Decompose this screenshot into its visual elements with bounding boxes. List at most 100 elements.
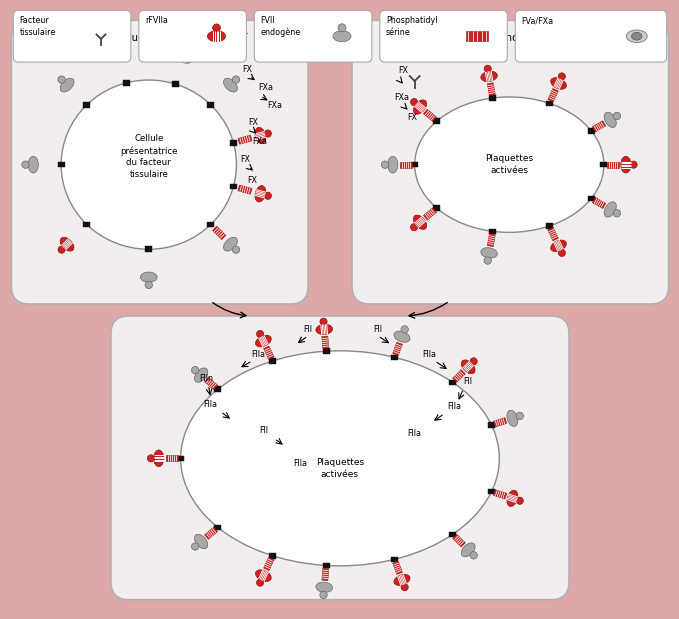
FancyBboxPatch shape xyxy=(433,118,440,124)
Ellipse shape xyxy=(183,46,191,54)
Ellipse shape xyxy=(223,237,238,251)
Text: FII: FII xyxy=(463,377,472,386)
Text: Plaquettes
activées: Plaquettes activées xyxy=(316,458,364,478)
FancyBboxPatch shape xyxy=(213,227,226,240)
Text: FIIn: FIIn xyxy=(200,374,214,383)
Ellipse shape xyxy=(394,574,410,586)
FancyBboxPatch shape xyxy=(84,222,90,227)
Ellipse shape xyxy=(411,98,418,106)
Text: Activation du FX indépendante du FT: Activation du FX indépendante du FT xyxy=(418,32,603,43)
Text: FXa: FXa xyxy=(258,83,274,92)
FancyBboxPatch shape xyxy=(411,162,418,168)
Ellipse shape xyxy=(257,579,263,586)
Text: Facteur
tissulaire: Facteur tissulaire xyxy=(19,16,56,37)
FancyBboxPatch shape xyxy=(172,81,179,87)
FancyBboxPatch shape xyxy=(322,336,329,348)
FancyBboxPatch shape xyxy=(207,102,215,108)
FancyBboxPatch shape xyxy=(12,20,308,304)
Ellipse shape xyxy=(194,534,208,548)
FancyBboxPatch shape xyxy=(494,490,507,499)
Text: FVa/FXa: FVa/FXa xyxy=(521,16,553,25)
Ellipse shape xyxy=(213,24,221,32)
Ellipse shape xyxy=(470,358,477,365)
FancyBboxPatch shape xyxy=(424,208,437,220)
FancyBboxPatch shape xyxy=(392,342,403,355)
Text: Plaquettes
activées: Plaquettes activées xyxy=(485,154,534,175)
Ellipse shape xyxy=(631,32,642,40)
FancyBboxPatch shape xyxy=(238,185,252,194)
FancyBboxPatch shape xyxy=(592,121,606,132)
Text: FIIa: FIIa xyxy=(447,402,462,410)
FancyBboxPatch shape xyxy=(177,456,184,461)
FancyBboxPatch shape xyxy=(145,246,152,252)
Ellipse shape xyxy=(630,161,637,168)
Text: FIIa: FIIa xyxy=(422,350,437,359)
Ellipse shape xyxy=(604,202,617,217)
Ellipse shape xyxy=(255,570,272,581)
Ellipse shape xyxy=(232,246,240,253)
Ellipse shape xyxy=(111,51,127,61)
Ellipse shape xyxy=(153,450,164,467)
Text: Activation du FX dépendante du FT: Activation du FX dépendante du FT xyxy=(72,32,248,43)
FancyBboxPatch shape xyxy=(453,370,465,383)
FancyBboxPatch shape xyxy=(263,557,274,571)
FancyBboxPatch shape xyxy=(111,316,569,600)
Ellipse shape xyxy=(516,497,524,504)
FancyBboxPatch shape xyxy=(352,20,669,304)
Ellipse shape xyxy=(191,543,199,550)
FancyBboxPatch shape xyxy=(400,162,411,168)
Text: FXa: FXa xyxy=(268,101,282,110)
Ellipse shape xyxy=(415,97,604,232)
Ellipse shape xyxy=(461,543,475,556)
Ellipse shape xyxy=(507,410,518,426)
FancyBboxPatch shape xyxy=(588,196,595,201)
Text: FXa: FXa xyxy=(253,137,268,145)
FancyBboxPatch shape xyxy=(515,11,667,62)
Ellipse shape xyxy=(181,351,499,566)
FancyBboxPatch shape xyxy=(14,11,131,62)
Ellipse shape xyxy=(484,257,492,264)
Ellipse shape xyxy=(461,360,475,374)
Text: FIIa: FIIa xyxy=(407,430,422,438)
Ellipse shape xyxy=(255,335,272,347)
Ellipse shape xyxy=(316,582,333,592)
Ellipse shape xyxy=(626,30,647,43)
FancyBboxPatch shape xyxy=(488,489,495,495)
Ellipse shape xyxy=(401,326,408,333)
Ellipse shape xyxy=(232,76,240,84)
Ellipse shape xyxy=(264,192,272,199)
FancyBboxPatch shape xyxy=(84,102,90,108)
FancyBboxPatch shape xyxy=(494,418,507,427)
Ellipse shape xyxy=(604,112,617,128)
Ellipse shape xyxy=(516,412,524,420)
FancyBboxPatch shape xyxy=(488,234,495,246)
Ellipse shape xyxy=(481,71,497,82)
Ellipse shape xyxy=(551,77,566,89)
Ellipse shape xyxy=(613,210,621,217)
FancyBboxPatch shape xyxy=(166,456,178,461)
FancyBboxPatch shape xyxy=(391,556,398,562)
Text: FX: FX xyxy=(398,66,408,75)
Text: FXa: FXa xyxy=(409,45,424,54)
Text: rFVIIa: rFVIIa xyxy=(145,16,168,25)
FancyBboxPatch shape xyxy=(255,11,372,62)
Text: FVII
endogène: FVII endogène xyxy=(260,16,301,37)
Text: FX: FX xyxy=(247,176,257,184)
Text: FX: FX xyxy=(490,20,499,29)
Text: FX: FX xyxy=(407,113,418,122)
FancyBboxPatch shape xyxy=(215,386,221,392)
FancyBboxPatch shape xyxy=(546,100,553,106)
Text: FII: FII xyxy=(259,426,268,435)
Ellipse shape xyxy=(320,318,327,325)
FancyBboxPatch shape xyxy=(238,135,252,144)
FancyBboxPatch shape xyxy=(204,378,217,389)
Ellipse shape xyxy=(177,52,193,63)
FancyBboxPatch shape xyxy=(230,140,237,145)
Ellipse shape xyxy=(257,331,263,337)
Ellipse shape xyxy=(388,156,398,173)
FancyBboxPatch shape xyxy=(449,532,456,537)
FancyBboxPatch shape xyxy=(392,561,403,574)
FancyBboxPatch shape xyxy=(548,227,558,241)
Ellipse shape xyxy=(621,156,631,173)
Ellipse shape xyxy=(394,331,410,342)
